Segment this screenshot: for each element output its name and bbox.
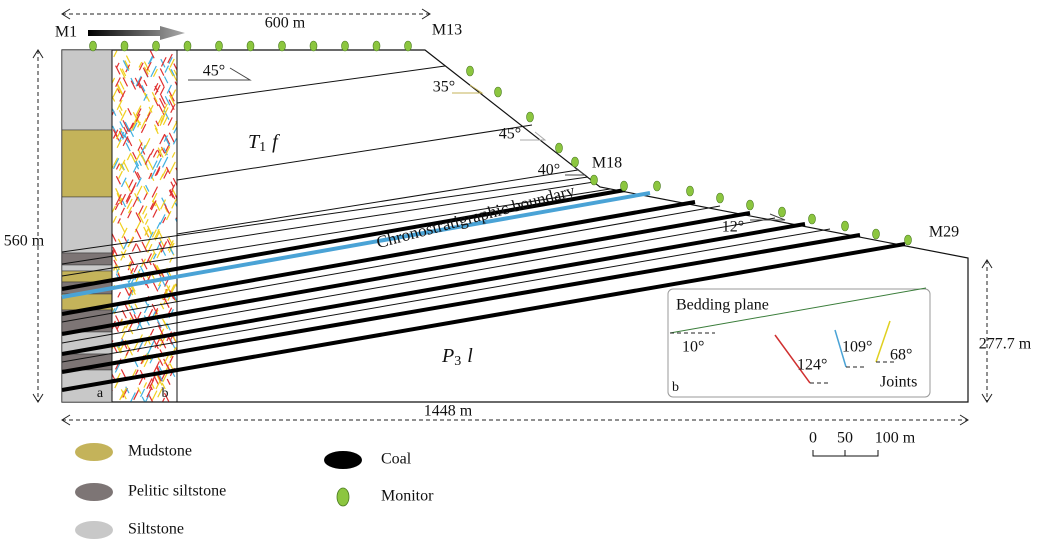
monitor-marker — [556, 143, 563, 153]
monitor-marker — [121, 41, 128, 51]
monitor-marker — [591, 175, 598, 185]
legend-label: Mudstone — [128, 443, 192, 460]
inset-angle: 10° — [682, 339, 704, 356]
direction-arrow — [88, 26, 185, 40]
monitor-marker — [905, 235, 912, 245]
monitor-label: M18 — [592, 155, 622, 172]
inset-joints-label: Joints — [880, 374, 917, 391]
formation-subscript: 3 — [454, 354, 461, 369]
monitor-marker — [717, 193, 724, 203]
monitor-marker — [687, 186, 694, 196]
legend-label: Pelitic siltstone — [128, 483, 226, 500]
monitor-marker — [809, 214, 816, 224]
formation-symbol: P — [441, 345, 454, 367]
monitor-label: M29 — [929, 224, 959, 241]
monitor-label: M13 — [432, 22, 462, 39]
dimension-label: 1448 m — [424, 403, 473, 420]
monitor-marker — [373, 41, 380, 51]
angle-label: 12° — [722, 219, 744, 236]
monitor-marker — [747, 200, 754, 210]
scale-label: 0 — [809, 430, 817, 447]
monitor-marker — [873, 229, 880, 239]
angle-label: 35° — [433, 79, 455, 96]
angle-label: 45° — [499, 126, 521, 143]
monitor-marker — [467, 66, 474, 76]
dimension-label: 600 m — [265, 15, 306, 32]
inset-angle: 109° — [842, 339, 872, 356]
monitor-marker — [527, 112, 534, 122]
formation-subscript: 1 — [259, 140, 266, 155]
monitor-marker — [184, 41, 191, 51]
monitor-marker — [247, 41, 254, 51]
monitor-marker — [495, 87, 502, 97]
monitor-marker — [621, 181, 628, 191]
monitor-marker — [779, 207, 786, 217]
monitor-marker — [405, 41, 412, 51]
dimension-label: 277.7 m — [979, 336, 1032, 353]
column-label: b — [162, 386, 169, 401]
legend-label: Siltstone — [128, 521, 184, 538]
formation-suffix: l — [467, 345, 473, 367]
monitor-marker — [572, 157, 579, 167]
monitor-marker — [216, 41, 223, 51]
scale-label: 100 m — [875, 430, 916, 447]
monitor-marker — [342, 41, 349, 51]
inset-panel-label: b — [672, 380, 679, 395]
monitor-marker — [279, 41, 286, 51]
angle-label: 40° — [538, 162, 560, 179]
inset-title: Bedding plane — [676, 297, 769, 314]
inset-angle: 68° — [890, 347, 912, 364]
figure: 600 m 560 m 277.7 m 1448 m M1 M13 M18 M2… — [0, 0, 1042, 546]
inset-angle: 124° — [797, 357, 827, 374]
monitor-label: M1 — [55, 24, 77, 41]
monitor-marker — [310, 41, 317, 51]
legend-label: Coal — [381, 451, 412, 468]
monitor-marker — [153, 41, 160, 51]
monitor-marker — [842, 221, 849, 231]
scale-label: 50 — [837, 430, 853, 447]
monitor-marker — [90, 41, 97, 51]
column-label: a — [97, 386, 104, 401]
legend-label: Monitor — [381, 488, 434, 505]
monitor-marker — [654, 181, 661, 191]
angle-label: 45° — [203, 63, 225, 80]
dimension-label: 560 m — [4, 233, 45, 250]
